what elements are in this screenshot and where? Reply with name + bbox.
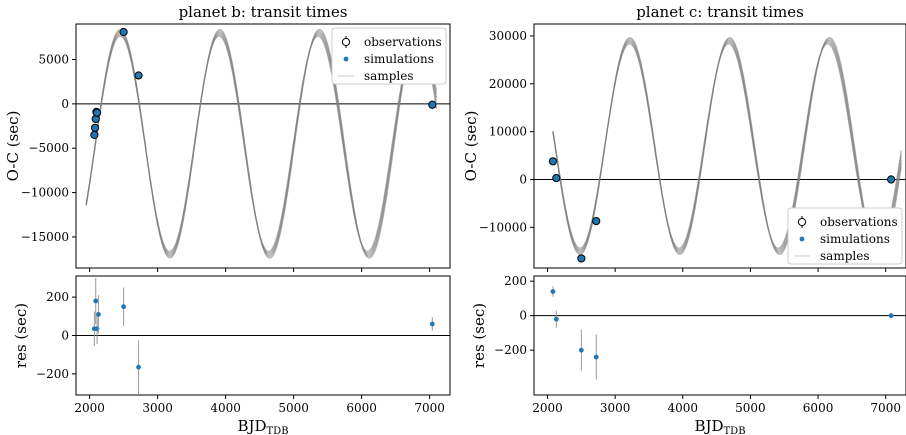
residual-point (888, 313, 894, 319)
observation-point (887, 175, 896, 184)
observation-point (577, 254, 586, 263)
observation-point (90, 130, 99, 140)
observation-point (428, 100, 437, 109)
y-tick-label: −200 (36, 367, 69, 381)
x-tick-label: 5000 (735, 401, 766, 415)
residual-point (578, 347, 584, 353)
legend-box (331, 27, 447, 85)
y-tick-label: 30000 (489, 29, 527, 43)
x-tick-label: 7000 (414, 401, 445, 415)
y-tick-label: −200 (494, 343, 527, 357)
legend-label: samples (364, 69, 413, 83)
legend-observation-marker (797, 217, 807, 227)
residual-point (553, 316, 559, 322)
legend-label: simulations (364, 52, 434, 66)
x-tick-label: 3000 (142, 401, 173, 415)
y-tick-label: 200 (46, 290, 69, 304)
axes-frame-top-left (75, 23, 451, 269)
legend-label: samples (820, 249, 869, 263)
y-tick-label: −15000 (21, 230, 69, 244)
residual-point (93, 298, 99, 304)
y-tick-label: 0 (61, 97, 69, 111)
x-tick-label: 4000 (210, 401, 241, 415)
residual-point (593, 354, 599, 360)
y-tick-label: 0 (61, 329, 69, 343)
observation-point (552, 173, 561, 183)
legend-simulation-marker (799, 236, 805, 242)
x-axis-label-sub: TDB (724, 426, 746, 435)
residual-point (121, 304, 126, 310)
y-axis-label: O-C (sec) (462, 111, 480, 182)
x-axis-label-sub: TDB (267, 426, 289, 435)
residual-point (96, 311, 101, 317)
y-tick-label: −5000 (28, 141, 69, 155)
observation-point (92, 108, 102, 117)
axes-top-right: −10000 0 10000 20000 30000 O-C (sec) planet c:… (462, 3, 906, 272)
panel-title: planet b: transit times (179, 3, 348, 21)
axes-top-left: −15000 −10000 −5000 0 5000 O-C (sec) planet b:… (4, 3, 450, 272)
x-tick-label: 6000 (803, 401, 834, 415)
residual-point (550, 289, 556, 294)
legend-label: observations (364, 35, 442, 49)
sample-curve (85, 28, 437, 259)
observation-point (119, 27, 128, 37)
sample-curve (552, 36, 902, 256)
observation-point (548, 157, 558, 166)
axes-bottom-right: 2000 3000 4000 5000 6000 7000 −200 0 200 res (sec… (470, 274, 906, 435)
legend: observations simulations samples (787, 207, 903, 265)
x-tick-label: 7000 (870, 401, 901, 415)
x-tick-label: 6000 (346, 401, 377, 415)
y-tick-label: −10000 (21, 186, 69, 200)
y-tick-label: −10000 (479, 220, 527, 234)
legend-box (787, 207, 903, 265)
x-tick-label: 4000 (668, 401, 699, 415)
axes-frame-bottom-left (75, 275, 451, 396)
y-tick-label: 0 (519, 309, 527, 323)
x-tick-label: 5000 (278, 401, 309, 415)
axes-bottom-left: 2000 3000 4000 5000 6000 7000 −200 0 200 res (sec… (12, 277, 450, 435)
x-tick-label: 3000 (600, 401, 631, 415)
panel-title: planet c: transit times (636, 3, 804, 21)
x-tick-label: 2000 (74, 401, 105, 415)
y-tick-label: 0 (519, 172, 527, 186)
y-axis-label: res (sec) (12, 303, 30, 368)
y-tick-label: 10000 (489, 125, 527, 139)
sample-curves (552, 36, 902, 256)
legend-simulation-marker (343, 56, 349, 62)
residual-point (429, 321, 435, 327)
x-axis-label: BJDTDB (237, 417, 288, 435)
observation-point (592, 217, 601, 226)
x-axis-label: BJDTDB (694, 417, 745, 435)
x-tick-label: 2000 (532, 401, 563, 415)
y-axis-label: res (sec) (470, 303, 488, 368)
legend: observations simulations samples (331, 27, 447, 85)
axes-frame-bottom-right (533, 275, 906, 396)
observation-point (90, 123, 100, 132)
y-tick-label: 200 (504, 274, 527, 288)
legend-label: observations (820, 215, 898, 229)
sample-curves (85, 28, 437, 259)
x-axis-label-main: BJD (694, 417, 723, 435)
observation-point (134, 71, 143, 80)
y-axis-label: O-C (sec) (4, 111, 22, 182)
x-axis-label-main: BJD (237, 417, 266, 435)
y-tick-label: 20000 (489, 77, 527, 91)
legend-label: simulations (820, 232, 890, 246)
legend-observation-marker (341, 37, 351, 47)
y-tick-label: 5000 (38, 52, 69, 66)
residual-point (136, 364, 141, 370)
axes-frame-top-right (533, 23, 906, 269)
